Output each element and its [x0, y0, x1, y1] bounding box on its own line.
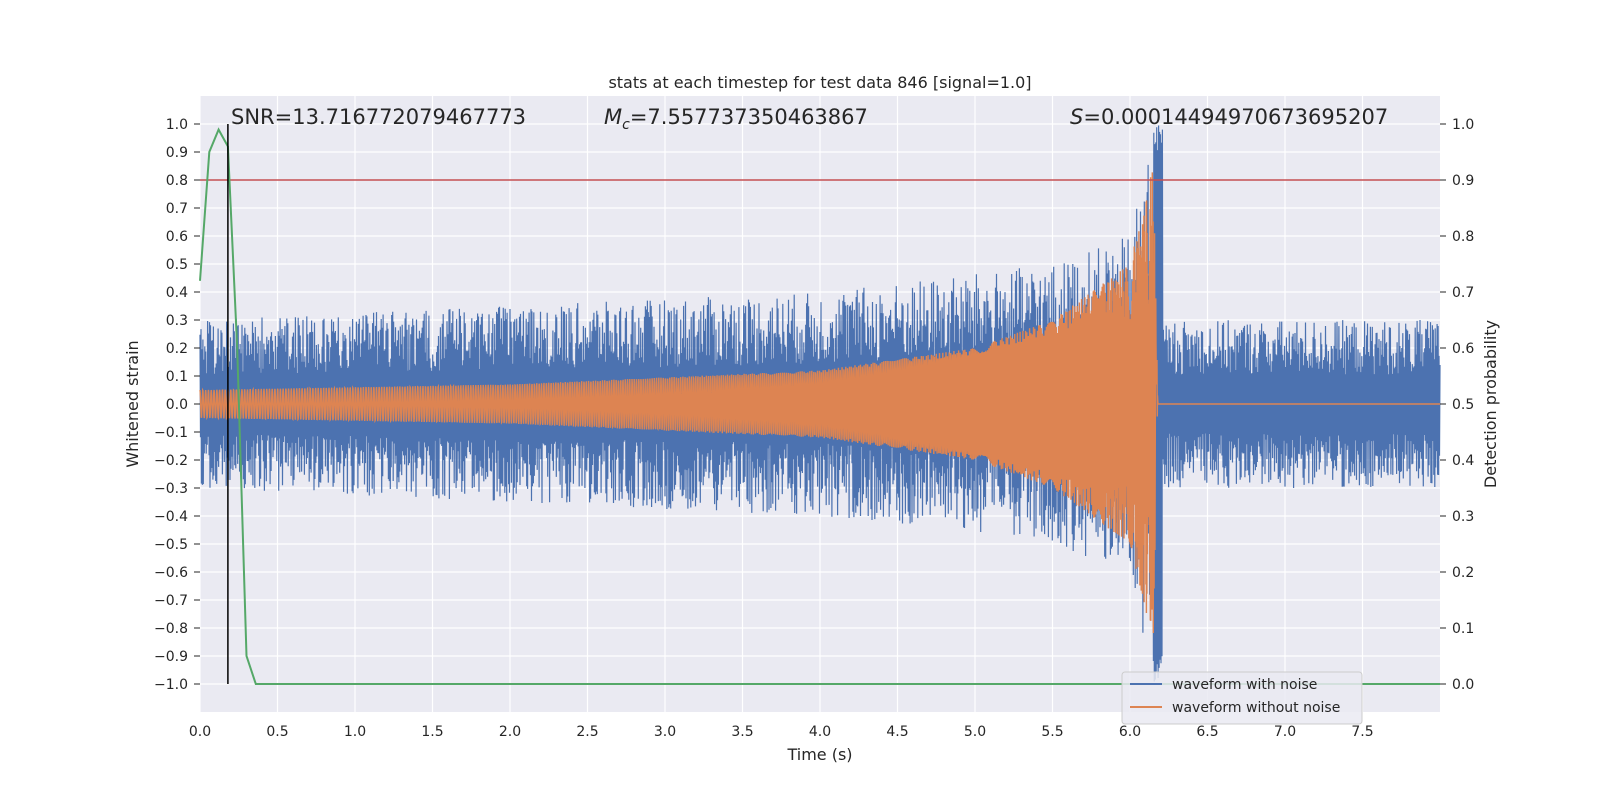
- y-tick-label: 0.3: [166, 313, 188, 329]
- y-tick-label: 0.5: [166, 257, 188, 273]
- x-tick-label: 1.5: [421, 724, 443, 740]
- x-tick-label: 3.0: [654, 724, 676, 740]
- x-tick-label: 7.0: [1274, 724, 1296, 740]
- y-tick-label: 0.9: [166, 145, 188, 161]
- series-waveform-with-noise: [199, 125, 1441, 682]
- legend-label-noise: waveform with noise: [1172, 677, 1317, 693]
- y-tick-label: −0.4: [154, 509, 188, 525]
- y2-tick-label: 0.7: [1452, 285, 1474, 301]
- x-tick-label: 5.5: [1041, 724, 1063, 740]
- y2-axis-label: Detection probability: [1481, 320, 1500, 488]
- y-tick-label: −0.2: [154, 453, 188, 469]
- y2-tick-label: 0.6: [1452, 341, 1474, 357]
- legend: waveform with noise waveform without noi…: [1121, 671, 1363, 725]
- y2-tick-label: 0.8: [1452, 229, 1474, 245]
- y2-tick-label: 0.3: [1452, 509, 1474, 525]
- snr-annotation: SNR=13.716772079467773: [231, 105, 526, 129]
- y-tick-label: 1.0: [166, 117, 188, 133]
- x-tick-label: 0.5: [266, 724, 288, 740]
- plot-area: [199, 124, 1441, 685]
- x-tick-label: 6.5: [1196, 724, 1218, 740]
- y-tick-label: −0.3: [154, 481, 188, 497]
- y2-tick-label: 0.1: [1452, 621, 1474, 637]
- axes: 0.0 0.5 1.0 1.5 2.0 2.5 3.0 3.5 4.0 4.5 5.0 5.5 6.0 6…: [154, 117, 1474, 740]
- y-tick-label: 0.6: [166, 229, 188, 245]
- y2-tick-label: 0.9: [1452, 173, 1474, 189]
- y-tick-label: −0.8: [154, 621, 188, 637]
- x-tick-label: 3.5: [731, 724, 753, 740]
- series-waveform-without-noise: [199, 172, 1440, 634]
- x-tick-label: 4.0: [809, 724, 831, 740]
- y-tick-label: −0.6: [154, 565, 188, 581]
- y-tick-label: 0.8: [166, 173, 188, 189]
- y-tick-label: 0.2: [166, 341, 188, 357]
- chart-title: stats at each timestep for test data 846…: [608, 73, 1031, 92]
- s-annotation: S=0.00014494970673695207: [1070, 105, 1388, 129]
- y-tick-label: 0.0: [166, 397, 188, 413]
- y2-tick-label: 0.0: [1452, 677, 1474, 693]
- legend-label-clean: waveform without noise: [1172, 700, 1340, 716]
- y-axis-label: Whitened strain: [123, 340, 142, 467]
- x-tick-label: 6.0: [1119, 724, 1141, 740]
- x-tick-label: 7.5: [1351, 724, 1373, 740]
- y-tick-label: −0.9: [154, 649, 188, 665]
- y-tick-label: 0.4: [166, 285, 188, 301]
- y2-tick-label: 1.0: [1452, 117, 1474, 133]
- x-tick-label: 4.5: [886, 724, 908, 740]
- chirp-mass-annotation: Mc=7.557737350463867: [604, 105, 868, 133]
- y-tick-label: 0.7: [166, 201, 188, 217]
- series-detection-probability: [199, 127, 1440, 685]
- y2-tick-label: 0.4: [1452, 453, 1474, 469]
- x-tick-label: 0.0: [189, 724, 211, 740]
- x-tick-label: 2.0: [499, 724, 521, 740]
- x-tick-label: 2.5: [576, 724, 598, 740]
- y2-tick-label: 0.5: [1452, 397, 1474, 413]
- y-tick-label: −1.0: [154, 677, 188, 693]
- y-tick-label: −0.7: [154, 593, 188, 609]
- y2-tick-label: 0.2: [1452, 565, 1474, 581]
- y-tick-label: −0.5: [154, 537, 188, 553]
- legend-box: [1121, 671, 1363, 725]
- x-axis-label: Time (s): [786, 745, 852, 764]
- y-tick-label: 0.1: [166, 369, 188, 385]
- y-tick-label: −0.1: [154, 425, 188, 441]
- x-tick-label: 5.0: [964, 724, 986, 740]
- x-tick-label: 1.0: [344, 724, 366, 740]
